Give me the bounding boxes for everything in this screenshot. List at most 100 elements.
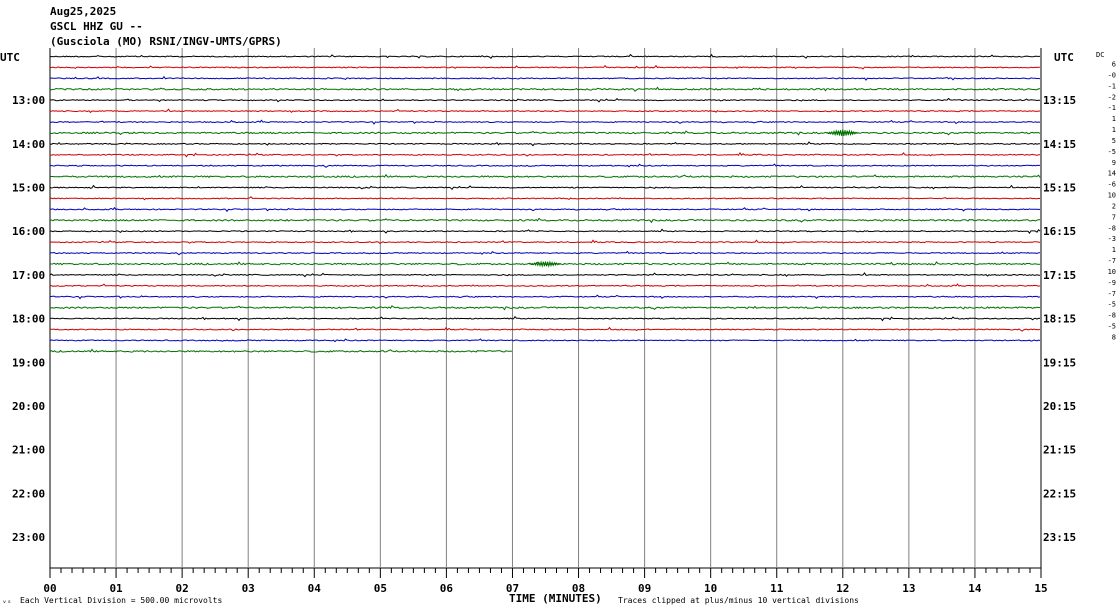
- x-tick-label: 02: [176, 582, 189, 595]
- seismic-trace: [49, 64, 1040, 70]
- dc-offset-value: -8: [1108, 224, 1116, 232]
- dc-offset-value: -2: [1108, 93, 1116, 101]
- seismic-trace: [49, 141, 1041, 147]
- axis-labels: 00 01 02 03 04 05 06 07 08 09 10 11 12 13 14 1513:0014:…: [12, 61, 1116, 596]
- dc-offset-value: -5: [1108, 301, 1116, 309]
- seismic-trace: [49, 217, 1041, 224]
- left-hour-label: 23:00: [12, 531, 45, 544]
- seismic-trace: [49, 173, 1041, 178]
- x-tick-label: 11: [770, 582, 784, 595]
- left-hour-label: 21:00: [12, 444, 45, 457]
- left-hour-label: 16:00: [12, 225, 45, 238]
- seismic-trace: [49, 130, 1041, 136]
- dc-label: DC: [1096, 51, 1104, 59]
- seismic-trace: [49, 184, 1041, 191]
- x-tick-label: 04: [308, 582, 322, 595]
- dc-offset-value: -1: [1108, 104, 1116, 112]
- station-code: GSCL HHZ GU --: [50, 20, 143, 33]
- seismic-trace: [49, 97, 1041, 103]
- seismic-trace: [49, 239, 1041, 244]
- dc-offset-value: -7: [1108, 257, 1116, 265]
- seismic-burst: [528, 260, 562, 268]
- x-tick-label: 00: [43, 582, 56, 595]
- x-tick-label: 01: [109, 582, 123, 595]
- right-hour-label: 13:15: [1043, 94, 1076, 107]
- dc-offset-value: -1: [1108, 82, 1116, 90]
- seismic-trace: [49, 151, 1040, 158]
- right-hour-label: 14:15: [1043, 138, 1076, 151]
- seismic-trace: [49, 326, 1041, 332]
- dc-offset-value: 7: [1112, 213, 1116, 221]
- dc-offset-value: -6: [1108, 181, 1116, 189]
- left-hour-label: 19:00: [12, 356, 45, 369]
- footer-icon: ᵥₛ: [2, 596, 12, 605]
- seismic-trace: [49, 75, 1041, 81]
- right-hour-label: 18:15: [1043, 313, 1076, 326]
- right-utc-label: UTC: [1054, 51, 1074, 64]
- right-hour-label: 17:15: [1043, 269, 1076, 282]
- dc-offset-value: 10: [1108, 268, 1116, 276]
- x-tick-label: 06: [440, 582, 454, 595]
- x-tick-label: 09: [638, 582, 651, 595]
- dc-offset-value: 2: [1112, 202, 1116, 210]
- x-tick-label: 13: [902, 582, 915, 595]
- left-utc-label: UTC: [0, 51, 20, 64]
- left-hour-label: 22:00: [12, 487, 45, 500]
- dc-offset-value: -5: [1108, 323, 1116, 331]
- left-hour-label: 13:00: [12, 94, 45, 107]
- left-hour-label: 15:00: [12, 182, 45, 195]
- seismic-trace: [49, 305, 1040, 311]
- dc-offset-value: 1: [1112, 115, 1116, 123]
- seismic-trace: [49, 196, 1041, 201]
- dc-offset-value: -8: [1108, 312, 1116, 320]
- left-hour-label: 14:00: [12, 138, 45, 151]
- seismic-trace: [49, 119, 1041, 125]
- seismic-trace: [49, 338, 1041, 343]
- dc-offset-value: 1: [1112, 246, 1116, 254]
- seismic-trace: [49, 228, 1041, 234]
- station-network: (Gusciola (MO) RSNI/INGV-UMTS/GPRS): [50, 35, 282, 48]
- dc-offset-value: -7: [1108, 290, 1116, 298]
- dc-offset-value: 6: [1112, 61, 1116, 69]
- dc-offset-value: -3: [1108, 235, 1116, 243]
- x-tick-label: 05: [374, 582, 387, 595]
- plot-grid: [49, 48, 1042, 578]
- seismic-trace: [49, 86, 1040, 92]
- right-hour-label: 21:15: [1043, 444, 1076, 457]
- seismic-trace: [49, 250, 1041, 256]
- right-hour-label: 15:15: [1043, 182, 1076, 195]
- x-tick-label: 10: [704, 582, 717, 595]
- x-tick-label: 08: [572, 582, 585, 595]
- seismic-burst: [826, 129, 859, 137]
- x-tick-label: 07: [506, 582, 519, 595]
- seismic-trace: [49, 206, 1041, 213]
- dc-offset-value: 10: [1108, 192, 1116, 200]
- dc-offset-value: 1: [1112, 126, 1116, 134]
- x-axis-title: TIME (MINUTES): [509, 592, 602, 605]
- left-hour-label: 17:00: [12, 269, 45, 282]
- dc-offset-value: 5: [1112, 137, 1116, 145]
- dc-offset-value: -9: [1108, 279, 1116, 287]
- x-tick-label: 03: [242, 582, 255, 595]
- seismic-trace: [49, 108, 1041, 114]
- x-tick-label: 14: [968, 582, 982, 595]
- right-hour-label: 19:15: [1043, 356, 1076, 369]
- chart-date: Aug25,2025: [50, 5, 116, 18]
- right-hour-label: 23:15: [1043, 531, 1076, 544]
- right-hour-label: 22:15: [1043, 487, 1076, 500]
- dc-offset-value: -0: [1108, 71, 1116, 79]
- dc-offset-value: -5: [1108, 148, 1116, 156]
- seismic-trace: [49, 163, 1041, 168]
- seismic-trace: [49, 294, 1041, 300]
- dc-offset-value: 9: [1112, 159, 1116, 167]
- left-hour-label: 18:00: [12, 313, 45, 326]
- seismic-trace: [49, 53, 1040, 60]
- seismic-trace: [49, 348, 513, 353]
- right-hour-label: 20:15: [1043, 400, 1076, 413]
- vertical-division-note: Each Vertical Division = 500.00 microvol…: [20, 596, 222, 605]
- x-tick-label: 12: [836, 582, 849, 595]
- dc-offset-value: 8: [1112, 334, 1116, 342]
- right-hour-label: 16:15: [1043, 225, 1076, 238]
- seismic-traces: [49, 53, 1041, 353]
